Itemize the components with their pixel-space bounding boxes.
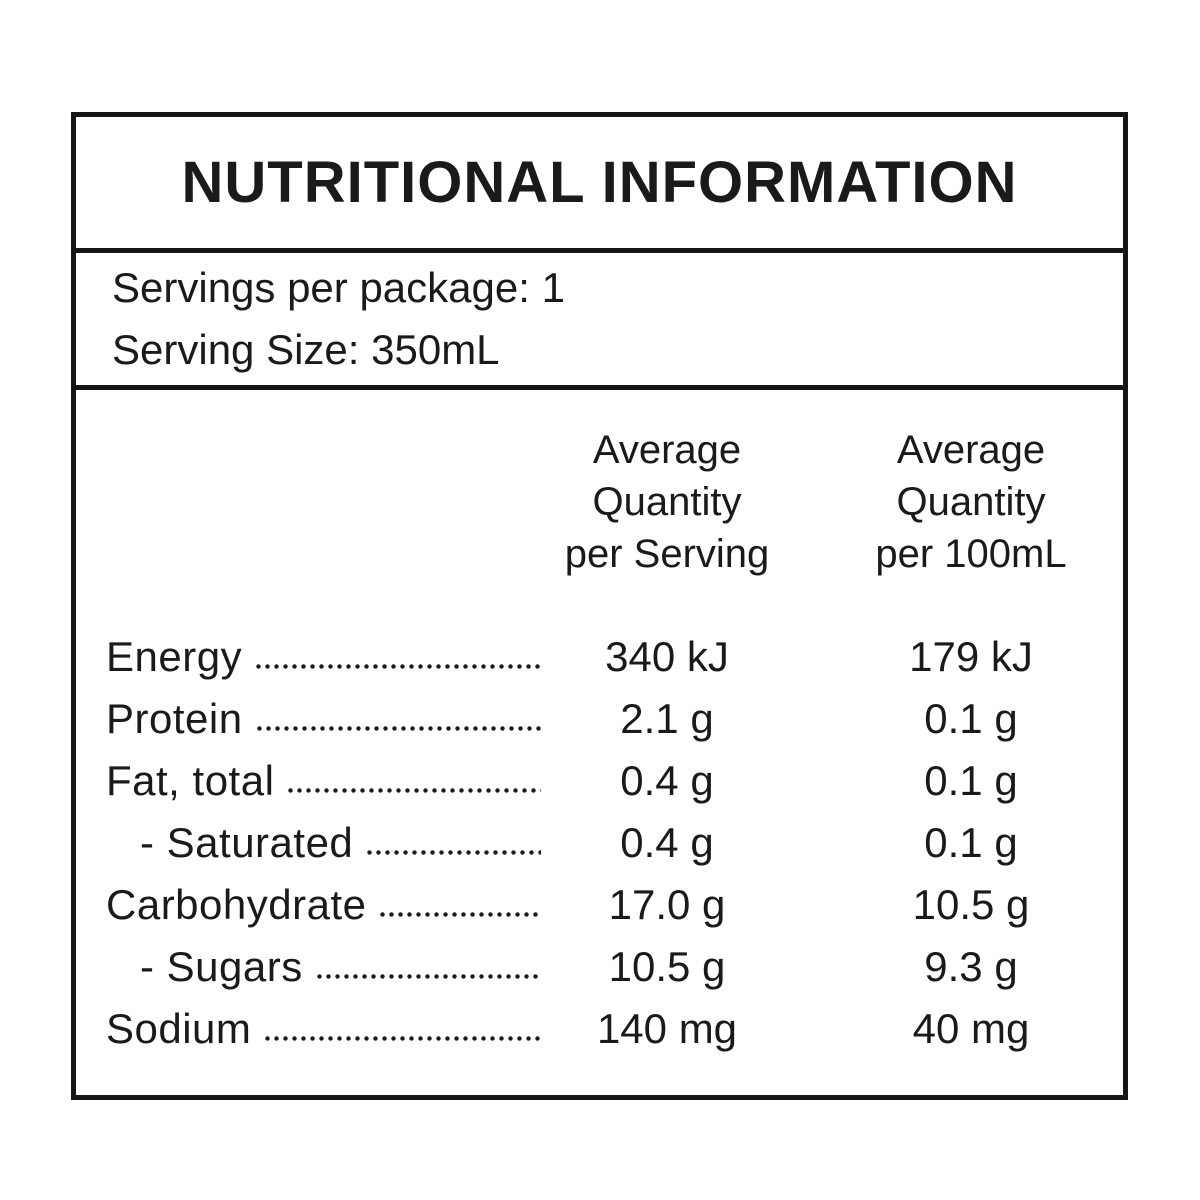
dot-leader <box>256 726 541 731</box>
value-per-serving: 340 kJ <box>605 633 729 680</box>
nutrient-name: Energy <box>106 633 243 680</box>
servings-per-package: Servings per package: 1 <box>112 264 565 311</box>
value-per-100ml: 10.5 g <box>912 881 1030 928</box>
table-body: Energy 340 kJ 179 kJ Protein 2.1 g 0.1 g… <box>106 626 1119 1060</box>
table-row-protein: Protein 2.1 g 0.1 g <box>106 688 1119 750</box>
value-per-100ml: 0.1 g <box>924 757 1018 804</box>
value-per-serving: 17.0 g <box>608 881 726 928</box>
table-row-carbohydrate: Carbohydrate 17.0 g 10.5 g <box>106 874 1119 936</box>
value-per-serving: 0.4 g <box>620 757 714 804</box>
table-row-fat-total: Fat, total 0.4 g 0.1 g <box>106 750 1119 812</box>
serving-size: Serving Size: 350mL <box>112 326 500 373</box>
table-row-sugars: - Sugars 10.5 g 9.3 g <box>106 936 1119 998</box>
column-header-per-serving: Average Quantity per Serving <box>564 428 770 576</box>
value-per-serving: 0.4 g <box>620 819 714 866</box>
table-row-sodium: Sodium 140 mg 40 mg <box>106 998 1119 1060</box>
value-per-100ml: 179 kJ <box>909 633 1033 680</box>
servings-section: Servings per package: 1 Serving Size: 35… <box>76 253 1123 390</box>
nutrient-name: Fat, total <box>106 757 275 804</box>
dot-leader <box>256 664 541 669</box>
table-header-row: Average Quantity per Serving Average Qua… <box>106 424 1119 580</box>
dot-leader <box>265 1036 541 1041</box>
nutrition-panel: NUTRITIONAL INFORMATION Servings per pac… <box>71 112 1128 1100</box>
column-header-per-100ml: Average Quantity per 100mL <box>875 428 1067 576</box>
dot-leader <box>316 974 541 979</box>
value-per-serving: 10.5 g <box>608 943 726 990</box>
dot-leader <box>288 788 541 793</box>
value-per-serving: 2.1 g <box>620 695 714 742</box>
nutrition-table: Average Quantity per Serving Average Qua… <box>76 390 1123 1095</box>
panel-title: NUTRITIONAL INFORMATION <box>181 150 1018 215</box>
nutrient-name: - Sugars <box>140 943 303 990</box>
value-per-100ml: 40 mg <box>912 1005 1030 1052</box>
dot-leader <box>367 850 541 855</box>
value-per-serving: 140 mg <box>596 1005 738 1052</box>
nutrient-name: Carbohydrate <box>106 881 367 928</box>
nutrient-name: Sodium <box>106 1005 252 1052</box>
table-row-saturated: - Saturated 0.4 g 0.1 g <box>106 812 1119 874</box>
value-per-100ml: 9.3 g <box>924 943 1018 990</box>
nutrient-name: - Saturated <box>140 819 354 866</box>
nutrient-name: Protein <box>106 695 243 742</box>
value-per-100ml: 0.1 g <box>924 819 1018 866</box>
value-per-100ml: 0.1 g <box>924 695 1018 742</box>
title-section: NUTRITIONAL INFORMATION <box>76 117 1123 253</box>
table-row-energy: Energy 340 kJ 179 kJ <box>106 626 1119 688</box>
dot-leader <box>380 912 541 917</box>
